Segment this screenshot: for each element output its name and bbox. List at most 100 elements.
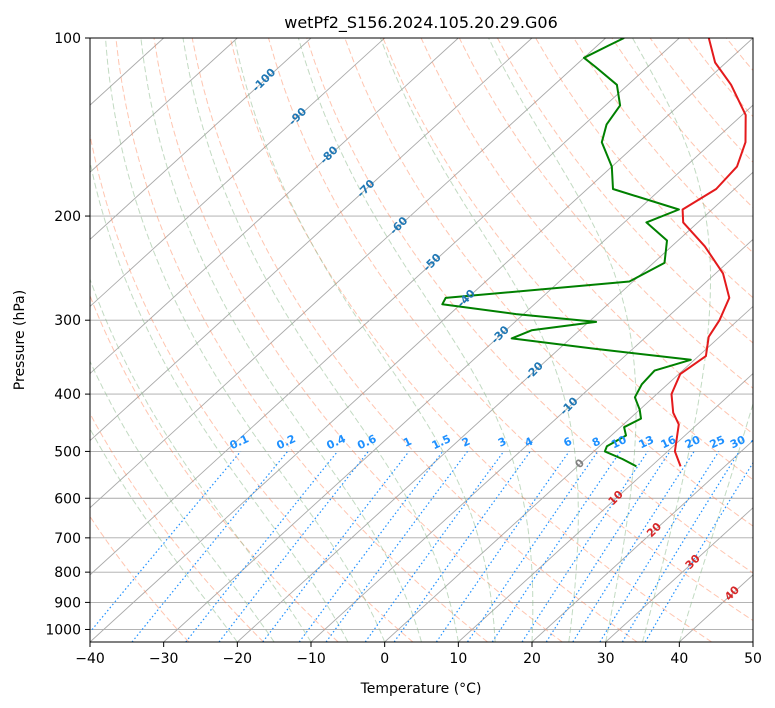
moist-adiabat xyxy=(182,38,459,642)
dry-adiabat xyxy=(344,38,753,527)
dry-adiabat xyxy=(268,38,753,622)
dry-adiabat xyxy=(115,38,488,642)
y-tick-label: 600 xyxy=(54,491,81,507)
isotherm-line xyxy=(90,38,680,576)
x-tick-label: 0 xyxy=(380,651,389,667)
mixing-ratio-line xyxy=(131,451,289,642)
temperature-profile xyxy=(670,38,747,467)
isotherm-line xyxy=(90,38,753,642)
mixing-ratio-line xyxy=(185,451,339,642)
y-tick-label: 400 xyxy=(54,387,81,403)
x-axis: −40 −30 −20 −10 0 10 20 30 40 50 xyxy=(75,642,762,667)
x-tick-label: 50 xyxy=(744,651,762,667)
moist-adiabat xyxy=(233,38,496,642)
dry-adiabat xyxy=(535,38,753,299)
y-axis: 100 200 300 400 500 600 700 800 900 1000 xyxy=(45,31,90,638)
moist-adiabat xyxy=(297,38,534,642)
x-tick-label: −30 xyxy=(149,651,179,667)
dry-adiabat xyxy=(458,38,753,389)
dry-adiabat xyxy=(90,294,339,642)
isotherm-line xyxy=(605,507,753,642)
mixing-ratio-label: 1 xyxy=(401,435,413,450)
isotherm-label: -100 xyxy=(250,66,279,95)
dewpoint-profile xyxy=(441,38,692,468)
chart-title: wetPf2_S156.2024.105.20.29.G06 xyxy=(284,13,558,33)
dry-adiabat xyxy=(229,38,712,642)
mixing-ratio-line xyxy=(572,451,695,642)
moist-adiabat xyxy=(380,38,579,642)
mixing-ratio-label: 0.4 xyxy=(325,432,348,452)
isotherm-line xyxy=(163,104,753,642)
mixing-ratio-label: 13 xyxy=(637,433,656,451)
mixing-ratio-line xyxy=(491,451,621,642)
mixing-ratio-line xyxy=(364,451,505,642)
mixing-ratio-line xyxy=(262,451,410,642)
mixing-ratio-label: 30 xyxy=(728,433,748,451)
x-axis-label: Temperature (°C) xyxy=(360,681,482,697)
isotherm-line xyxy=(531,440,753,642)
dry-adiabat xyxy=(306,38,753,574)
moist-adiabat xyxy=(678,402,753,642)
x-tick-label: −10 xyxy=(296,651,326,667)
dry-adiabat xyxy=(90,132,414,642)
x-tick-label: 20 xyxy=(523,651,541,667)
y-tick-label: 100 xyxy=(54,31,81,47)
isotherm-line xyxy=(237,171,753,642)
mixing-ratio-line xyxy=(435,451,570,642)
mixing-ratio-label: 8 xyxy=(590,435,602,450)
dry-adiabat xyxy=(191,38,638,642)
y-tick-label: 500 xyxy=(54,444,81,460)
isotherm-line xyxy=(90,38,606,509)
mixing-ratio-line xyxy=(466,451,599,642)
annotation-layer: -100-90-80-70-60-50-40-30-20-100.1 0.2 0.4… xyxy=(228,66,753,604)
background-lines xyxy=(90,38,775,642)
dry-adiabat xyxy=(611,38,753,209)
series-layer xyxy=(441,38,747,468)
mixing-ratio-label: 10 xyxy=(609,433,629,451)
dry-adiabat xyxy=(687,38,753,118)
x-tick-label: 30 xyxy=(597,651,615,667)
mixing-ratio-label: 20 xyxy=(683,433,703,451)
mixing-ratio-line xyxy=(599,451,720,642)
x-tick-label: −20 xyxy=(223,651,253,667)
mixing-ratio-line xyxy=(393,451,531,642)
moist-adiabat xyxy=(90,159,349,642)
isotherm-line xyxy=(90,38,533,442)
mixing-ratio-label: 16 xyxy=(659,433,679,451)
moist-adiabat xyxy=(140,38,422,642)
dry-adiabat xyxy=(382,38,753,481)
isotherm-line xyxy=(90,38,312,240)
y-axis-label: Pressure (hPa) xyxy=(12,290,28,390)
x-tick-label: −40 xyxy=(75,651,105,667)
isotherm-line xyxy=(458,372,753,642)
moist-adiabat xyxy=(90,427,238,642)
x-tick-label: 40 xyxy=(670,651,688,667)
moist-adiabat xyxy=(90,277,312,642)
mixing-ratio-line xyxy=(218,451,369,642)
y-tick-label: 1000 xyxy=(45,622,81,638)
mixing-ratio-line xyxy=(521,451,649,642)
mixing-ratio-line xyxy=(621,451,740,642)
isotherm-line xyxy=(90,38,385,308)
y-tick-label: 900 xyxy=(54,595,81,611)
dry-adiabat xyxy=(726,38,753,72)
y-tick-label: 700 xyxy=(54,531,81,547)
mixing-ratio-label: 25 xyxy=(708,433,727,451)
dry-adiabat xyxy=(90,412,264,642)
x-tick-label: 10 xyxy=(449,651,467,667)
mixing-ratio-label: 6 xyxy=(562,435,575,450)
dry-adiabat xyxy=(153,38,563,642)
mixing-ratio-label: 0.2 xyxy=(275,432,298,452)
moist-adiabat xyxy=(105,38,386,642)
mixing-ratio-line xyxy=(90,451,242,633)
mixing-ratio-label: 0.1 xyxy=(228,432,251,452)
dry-adiabat xyxy=(90,515,190,642)
dry-adiabat xyxy=(649,38,753,163)
dry-adiabat xyxy=(765,38,775,642)
plot-frame xyxy=(89,37,754,643)
y-tick-label: 200 xyxy=(54,209,81,225)
moist-adiabat xyxy=(90,360,275,642)
isotherm-line xyxy=(752,641,753,642)
isotherm-line xyxy=(384,305,753,642)
